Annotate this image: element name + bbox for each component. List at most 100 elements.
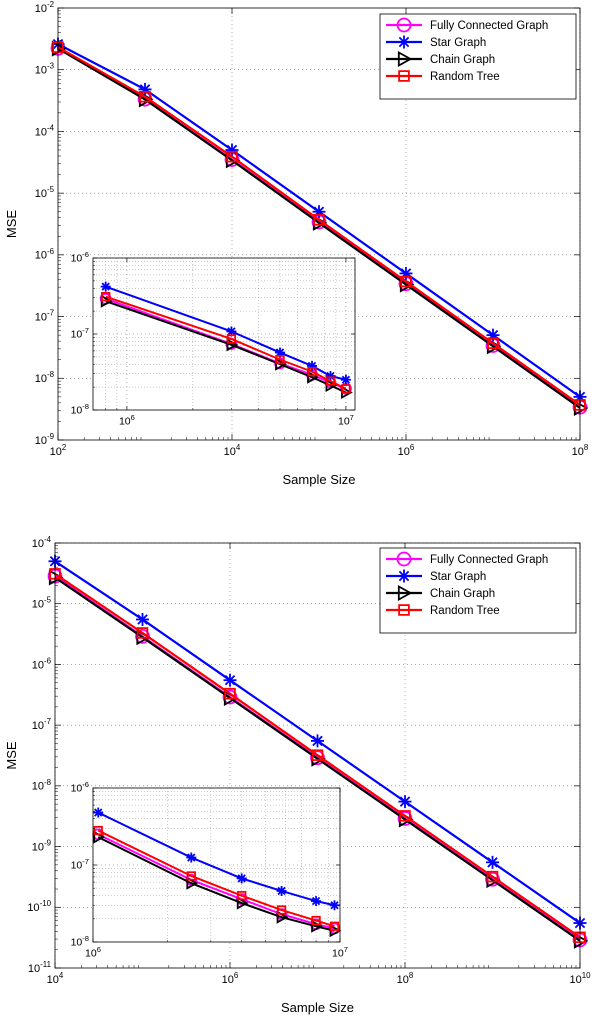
legend-top: Fully Connected Graph Star Graph Chain Gra… bbox=[379, 13, 577, 100]
legend-marker bbox=[397, 569, 411, 583]
data-point-bottom-inset-1 bbox=[311, 896, 322, 907]
data-point-bottom-inset-1 bbox=[186, 852, 197, 863]
x-tick-label: 107 bbox=[338, 413, 354, 428]
data-point-bottom-inset-0 bbox=[235, 893, 248, 906]
series-line-bottom-3 bbox=[54, 572, 581, 939]
data-point-top-inset-3 bbox=[307, 366, 317, 377]
x-tick-label: 108 bbox=[572, 443, 589, 458]
x-tick-label: 104 bbox=[47, 971, 64, 986]
data-point-bottom-inset-1 bbox=[276, 885, 287, 896]
data-point-bottom-inset-3 bbox=[276, 905, 287, 915]
axes-frame-top bbox=[57, 7, 581, 441]
series-bottom bbox=[47, 554, 589, 949]
data-point-bottom-inset-2 bbox=[186, 876, 199, 890]
legend-bottom: Fully Connected Graph Star Graph Chain Gra… bbox=[379, 547, 577, 634]
legend-box bbox=[379, 547, 577, 634]
legend-label: Star Graph bbox=[430, 571, 486, 583]
data-point-top-1 bbox=[225, 143, 239, 157]
data-point-top-inset-3 bbox=[226, 334, 237, 344]
data-point-bottom-1 bbox=[136, 612, 149, 626]
legend-box bbox=[379, 13, 577, 100]
legend-marker bbox=[397, 584, 413, 602]
x-tick-label: 106 bbox=[85, 945, 101, 960]
data-point-bottom-inset-1 bbox=[236, 873, 247, 884]
chart-bottom: 104 106 108 101010-1110-1010-910-810-710-61… bbox=[4, 535, 591, 1015]
y-tick-label: 10-4 bbox=[35, 123, 55, 138]
y-tick-label: 10-7 bbox=[32, 717, 51, 732]
legend-label: Fully Connected Graph bbox=[430, 554, 548, 566]
inset-series bbox=[92, 807, 342, 938]
y-tick-label: 10-8 bbox=[71, 402, 89, 417]
y-tick-label: 10-8 bbox=[35, 370, 55, 385]
data-point-bottom-3 bbox=[224, 687, 236, 700]
y-tick-label: 10-8 bbox=[71, 934, 89, 949]
y-tick-label: 10-6 bbox=[32, 656, 52, 671]
data-point-bottom-3 bbox=[136, 627, 149, 639]
legend-marker bbox=[398, 604, 410, 616]
legend-label: Chain Graph bbox=[430, 588, 495, 600]
y-tick-label: 10-5 bbox=[32, 596, 52, 611]
y-tick-label: 10-7 bbox=[71, 857, 89, 872]
y-tick-label: 10-4 bbox=[32, 535, 52, 550]
y-tick-label: 10-10 bbox=[27, 899, 51, 914]
x-tick-label: 106 bbox=[222, 971, 239, 986]
series-line-top-3 bbox=[57, 46, 581, 406]
data-point-top-inset-1 bbox=[226, 326, 237, 337]
series-line-top-inset-3 bbox=[105, 295, 347, 390]
data-point-top-1 bbox=[312, 205, 326, 219]
chart-top: 102 104 106 108 10-9 10-8 10-7 10-6 10-5 10-4 10-3… bbox=[4, 0, 589, 487]
data-point-bottom-inset-3 bbox=[311, 915, 321, 926]
data-point-top-3 bbox=[487, 337, 499, 349]
y-tick-label: 10-5 bbox=[35, 185, 55, 200]
x-tick-label: 1010 bbox=[569, 971, 591, 986]
legend-label: Star Graph bbox=[430, 37, 486, 49]
data-point-bottom-1 bbox=[223, 673, 237, 687]
data-point-bottom-3 bbox=[311, 749, 324, 761]
ticks-bottom: 104 106 108 101010-1110-1010-910-810-710-61… bbox=[27, 535, 591, 986]
y-tick-label: 10-3 bbox=[35, 62, 55, 77]
x-axis-label-top: Sample Size bbox=[283, 472, 356, 487]
x-tick-label: 106 bbox=[398, 443, 415, 458]
data-point-bottom-inset-3 bbox=[329, 921, 340, 931]
legend-marker bbox=[396, 17, 412, 33]
y-tick-label: 10-6 bbox=[71, 250, 89, 265]
axes-frame-bottom bbox=[54, 542, 581, 969]
x-axis-label-bottom: Sample Size bbox=[281, 1000, 354, 1015]
data-point-bottom-inset-3 bbox=[186, 871, 196, 881]
y-tick-label: 10-9 bbox=[32, 838, 52, 853]
data-point-bottom-inset-3 bbox=[237, 890, 247, 901]
legend-label: Chain Graph bbox=[430, 54, 495, 66]
series-top bbox=[50, 37, 589, 417]
x-tick-label: 107 bbox=[332, 945, 348, 960]
data-point-bottom-inset-2 bbox=[236, 896, 249, 910]
y-tick-label: 10-6 bbox=[71, 780, 89, 795]
data-point-bottom-3 bbox=[486, 870, 499, 883]
data-point-top-inset-3 bbox=[325, 376, 336, 386]
ticks-top: 102 104 106 108 10-9 10-8 10-7 10-6 10-5 10-4 10-3… bbox=[35, 0, 589, 458]
data-point-top-3 bbox=[313, 214, 325, 226]
legend-label: Fully Connected Graph bbox=[430, 20, 548, 32]
data-point-bottom-inset-1 bbox=[329, 900, 340, 911]
y-tick-label: 10-6 bbox=[35, 247, 55, 262]
inset-grid bbox=[92, 787, 341, 943]
legend-marker bbox=[396, 551, 412, 567]
data-point-bottom-inset-3 bbox=[93, 825, 103, 836]
inset-series bbox=[99, 281, 353, 400]
inset-top: 106 107 10-8 10-7 10-6 bbox=[71, 250, 356, 428]
y-axis-label-top: MSE bbox=[4, 210, 19, 239]
data-point-top-3 bbox=[226, 150, 238, 163]
y-tick-label: 10-9 bbox=[35, 432, 55, 447]
inset-ticks: 106 107 10-8 10-7 10-6 bbox=[71, 250, 355, 428]
legend-marker bbox=[397, 50, 413, 68]
data-point-top-inset-1 bbox=[325, 371, 336, 382]
data-point-top-inset-1 bbox=[340, 374, 351, 385]
data-point-bottom-inset-1 bbox=[93, 807, 104, 818]
x-tick-label: 104 bbox=[224, 443, 241, 458]
data-point-top-3 bbox=[139, 90, 151, 103]
data-point-top-3 bbox=[400, 275, 412, 288]
legend-marker bbox=[398, 70, 410, 82]
data-point-bottom-3 bbox=[399, 810, 411, 822]
legend-marker bbox=[397, 35, 411, 49]
data-point-top-inset-3 bbox=[275, 354, 285, 365]
